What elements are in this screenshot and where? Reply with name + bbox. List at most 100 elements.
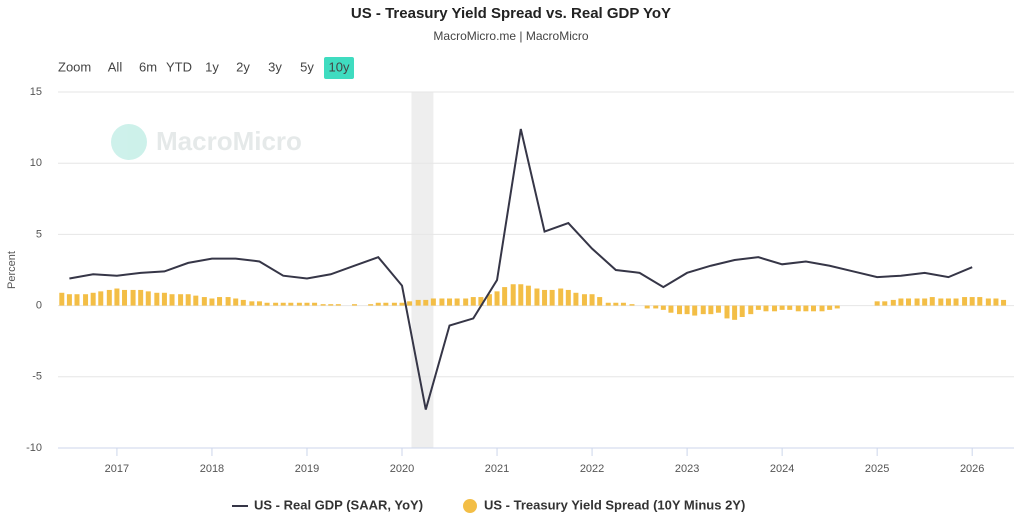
bar [351, 304, 357, 306]
bar [439, 298, 445, 306]
bar [787, 305, 793, 310]
watermark-logo [111, 124, 147, 160]
y-tick-label: -5 [32, 371, 42, 383]
x-tick-label: 2023 [675, 463, 699, 475]
range-button[interactable]: 1y [203, 57, 221, 79]
y-axis-label: Percent [6, 251, 18, 289]
range-button[interactable]: 10y [324, 57, 354, 79]
range-button[interactable]: 6m [136, 57, 160, 79]
bar [256, 301, 262, 306]
watermark: MacroMicro [111, 124, 302, 160]
range-button[interactable]: 2y [234, 57, 252, 79]
bar [819, 305, 825, 312]
bar [795, 305, 801, 312]
bar [478, 297, 484, 306]
bar [660, 305, 666, 310]
bar [945, 298, 951, 306]
range-button[interactable]: 3y [266, 57, 284, 79]
bar [953, 298, 959, 306]
bar [763, 305, 769, 312]
bar [692, 305, 698, 316]
bar [59, 292, 65, 306]
bar [161, 292, 167, 306]
bar [225, 297, 231, 306]
bar [383, 302, 389, 306]
x-tick-label: 2018 [200, 463, 224, 475]
x-tick-label: 2024 [770, 463, 794, 475]
bar [573, 292, 579, 306]
bar [748, 305, 754, 315]
bar [83, 294, 89, 306]
range-button-label: 3y [268, 59, 282, 74]
bar [415, 299, 421, 306]
legend-item[interactable]: US - Treasury Yield Spread (10Y Minus 2Y… [463, 497, 745, 513]
range-button-label: All [108, 59, 123, 74]
bar [122, 289, 128, 306]
bar [597, 297, 603, 306]
range-button-label: YTD [166, 59, 192, 74]
bar [732, 305, 738, 320]
bar [430, 298, 436, 306]
bar [447, 298, 453, 306]
line [69, 128, 973, 410]
bar [288, 302, 294, 306]
bar [486, 294, 492, 306]
bar [724, 305, 730, 319]
bar [834, 305, 840, 309]
range-button-label: 1y [205, 59, 219, 74]
bar [320, 304, 326, 306]
bar [209, 298, 215, 306]
bar [249, 301, 255, 306]
bar [914, 298, 920, 306]
bar [368, 304, 374, 306]
y-tick-label: 10 [30, 157, 42, 169]
bar [1001, 299, 1007, 306]
bar [296, 302, 302, 306]
legend-item[interactable]: US - Real GDP (SAAR, YoY) [232, 497, 423, 512]
bar [938, 298, 944, 306]
bar [502, 287, 508, 306]
chart-title: US - Treasury Yield Spread vs. Real GDP … [351, 5, 671, 22]
x-tick-label: 2022 [580, 463, 604, 475]
range-button[interactable]: YTD [164, 57, 194, 79]
bar [304, 302, 310, 306]
x-tick-label: 2020 [390, 463, 414, 475]
bar [375, 302, 381, 306]
bar [581, 294, 587, 306]
range-button-label: 6m [139, 59, 157, 74]
bar [335, 304, 341, 306]
bar [90, 292, 96, 306]
bar [510, 284, 516, 306]
x-tick-label: 2019 [295, 463, 319, 475]
bar [890, 299, 896, 306]
range-button[interactable]: 5y [298, 57, 316, 79]
legend-label: US - Real GDP (SAAR, YoY) [254, 497, 423, 512]
range-button[interactable]: All [104, 57, 126, 79]
range-button-label: 10y [329, 59, 350, 74]
bar [985, 298, 991, 306]
bar [138, 289, 144, 306]
bar [233, 298, 239, 306]
bar [423, 299, 429, 306]
bar [280, 302, 286, 306]
zoom-label: Zoom [58, 59, 91, 74]
bar [589, 294, 595, 306]
bar [700, 305, 706, 315]
bar [684, 305, 690, 315]
bar [715, 305, 721, 313]
y-tick-label: -10 [26, 442, 42, 454]
bar [518, 284, 524, 306]
bar [755, 305, 761, 310]
chart-subtitle: MacroMicro.me | MacroMicro [433, 29, 588, 43]
legend-label: US - Treasury Yield Spread (10Y Minus 2Y… [484, 497, 745, 512]
bar [898, 298, 904, 306]
bar [993, 298, 999, 306]
bar [399, 302, 405, 306]
bar [145, 291, 151, 306]
bar [613, 302, 619, 306]
bar [106, 289, 112, 306]
bar [874, 301, 880, 306]
bar [653, 305, 659, 309]
bar [193, 295, 199, 306]
bar [565, 289, 571, 306]
